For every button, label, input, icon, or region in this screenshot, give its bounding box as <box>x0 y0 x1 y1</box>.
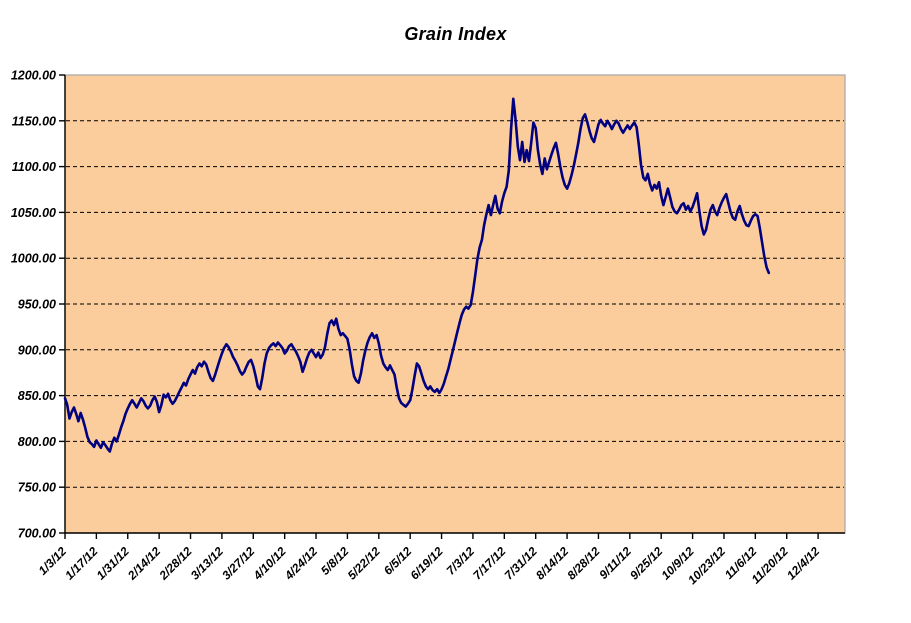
y-tick-label: 800.00 <box>18 435 56 449</box>
y-tick-label: 850.00 <box>18 389 56 403</box>
x-tick-label: 4/24/12 <box>281 544 320 583</box>
x-tick-label: 1/31/12 <box>94 544 132 582</box>
x-tick-label: 3/27/12 <box>219 544 257 582</box>
y-tick-label: 750.00 <box>18 481 56 495</box>
x-tick-label: 6/19/12 <box>407 544 445 582</box>
x-tick-label: 7/31/12 <box>502 544 540 582</box>
x-tick-label: 4/10/12 <box>250 544 289 583</box>
y-tick-label: 1000.00 <box>11 252 56 266</box>
y-tick-label: 900.00 <box>18 343 56 357</box>
chart-title: Grain Index <box>404 24 507 44</box>
y-tick-label: 1150.00 <box>12 114 56 128</box>
x-tick-label: 9/25/12 <box>627 544 665 582</box>
x-tick-label: 8/28/12 <box>564 544 602 582</box>
y-tick-label: 1200.00 <box>11 69 56 83</box>
x-tick-label: 5/22/12 <box>345 544 383 582</box>
y-tick-label: 1100.00 <box>12 160 56 174</box>
x-tick-label: 2/14/12 <box>124 544 163 583</box>
x-tick-label: 8/14/12 <box>533 544 571 582</box>
x-tick-label: 1/17/12 <box>62 544 100 582</box>
x-tick-label: 12/4/12 <box>784 544 822 582</box>
y-tick-label: 1050.00 <box>11 206 56 220</box>
y-tick-label: 950.00 <box>18 298 56 312</box>
x-tick-label: 7/17/12 <box>470 544 508 582</box>
x-tick-label: 2/28/12 <box>156 544 195 583</box>
x-tick-label: 9/11/12 <box>596 544 634 582</box>
x-tick-label: 3/13/12 <box>188 544 226 582</box>
y-tick-label: 700.00 <box>18 527 56 541</box>
grain-index-series-line <box>63 97 771 453</box>
